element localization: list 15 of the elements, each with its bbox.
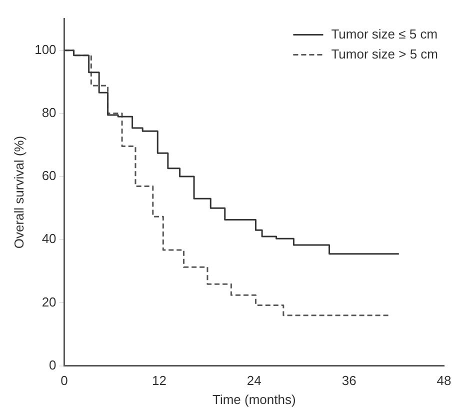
x-tick-label: 24 [246, 373, 262, 388]
y-tick-label: 100 [34, 42, 56, 57]
y-tick-label: 80 [42, 105, 56, 120]
y-tick-label: 60 [42, 168, 56, 184]
y-tick-label: 40 [42, 231, 56, 246]
x-tick-label: 12 [152, 373, 166, 388]
x-tick-label: 0 [60, 373, 68, 388]
x-tick-label: 36 [342, 373, 356, 388]
y-tick-label: 0 [49, 357, 56, 372]
x-tick-label: 48 [436, 373, 452, 388]
legend-label: Tumor size > 5 cm [331, 46, 438, 62]
x-axis-title: Time (months) [212, 392, 296, 407]
y-tick-label: 20 [42, 294, 56, 310]
y-axis-title: Overall survival (%) [11, 136, 26, 249]
legend-label: Tumor size ≤ 5 cm [331, 26, 438, 42]
